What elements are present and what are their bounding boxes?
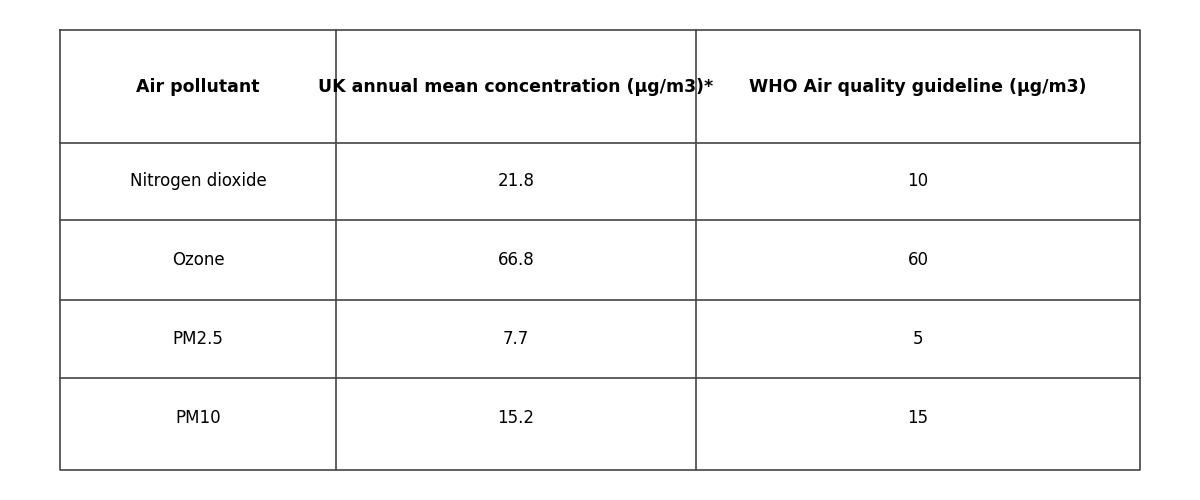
- Text: Ozone: Ozone: [172, 251, 224, 269]
- Text: PM2.5: PM2.5: [173, 330, 223, 348]
- Text: 21.8: 21.8: [498, 172, 534, 190]
- Text: 60: 60: [907, 251, 929, 269]
- Text: 15: 15: [907, 409, 929, 427]
- Text: 10: 10: [907, 172, 929, 190]
- Text: 15.2: 15.2: [498, 409, 534, 427]
- Text: UK annual mean concentration (μg/m3)*: UK annual mean concentration (μg/m3)*: [318, 78, 714, 96]
- Text: WHO Air quality guideline (μg/m3): WHO Air quality guideline (μg/m3): [749, 78, 1087, 96]
- Text: 5: 5: [913, 330, 923, 348]
- Text: 7.7: 7.7: [503, 330, 529, 348]
- Text: 66.8: 66.8: [498, 251, 534, 269]
- Text: PM10: PM10: [175, 409, 221, 427]
- Text: Air pollutant: Air pollutant: [137, 78, 259, 96]
- Text: Nitrogen dioxide: Nitrogen dioxide: [130, 172, 266, 190]
